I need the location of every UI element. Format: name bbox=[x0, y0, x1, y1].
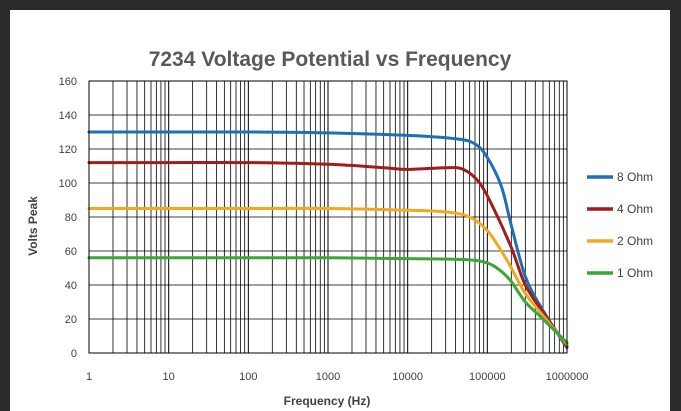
grid bbox=[88, 80, 567, 354]
x-tick-label: 1000 bbox=[316, 371, 340, 383]
x-tick-labels: 1 10 100 1000 10000 100000 1000000 bbox=[86, 371, 588, 383]
y-tick-label: 120 bbox=[59, 144, 77, 156]
y-tick-label: 160 bbox=[59, 76, 77, 88]
y-tick-label: 140 bbox=[59, 110, 77, 122]
series-line-4-ohm bbox=[87, 160, 569, 348]
legend: 8 Ohm 4 Ohm 2 Ohm 1 Ohm bbox=[587, 170, 653, 280]
line-chart: 7234 Voltage Potential vs Frequency 0 20 4… bbox=[26, 48, 653, 408]
chart-area: 7234 Voltage Potential vs Frequency 0 20 4… bbox=[10, 10, 670, 411]
y-tick-label: 80 bbox=[65, 212, 77, 224]
x-tick-label: 10000 bbox=[392, 371, 423, 383]
series-line-8-ohm bbox=[87, 130, 569, 350]
x-tick-label: 100000 bbox=[469, 371, 506, 383]
x-tick-label: 10 bbox=[163, 371, 175, 383]
x-tick-label: 1 bbox=[86, 371, 92, 383]
legend-label-4-ohm: 4 Ohm bbox=[617, 202, 653, 216]
y-tick-label: 0 bbox=[71, 348, 77, 360]
legend-label-1-ohm: 1 Ohm bbox=[617, 266, 653, 280]
y-tick-label: 40 bbox=[65, 280, 77, 292]
legend-label-8-ohm: 8 Ohm bbox=[617, 170, 653, 184]
legend-label-2-ohm: 2 Ohm bbox=[617, 234, 653, 248]
y-tick-label: 100 bbox=[59, 178, 77, 190]
x-tick-label: 100 bbox=[239, 371, 257, 383]
y-tick-label: 20 bbox=[65, 314, 77, 326]
series-line-1-ohm bbox=[87, 256, 569, 345]
series-group bbox=[87, 130, 569, 350]
x-tick-label: 1000000 bbox=[546, 371, 589, 383]
plot-border bbox=[88, 80, 568, 354]
series-line-2-ohm bbox=[87, 206, 569, 346]
chart-title: 7234 Voltage Potential vs Frequency bbox=[149, 48, 512, 71]
x-axis-label: Frequency (Hz) bbox=[284, 394, 371, 408]
y-tick-label: 60 bbox=[65, 246, 77, 258]
y-axis-label: Volts Peak bbox=[26, 196, 40, 256]
y-tick-labels: 0 20 40 60 80 100 120 140 160 bbox=[59, 76, 77, 360]
